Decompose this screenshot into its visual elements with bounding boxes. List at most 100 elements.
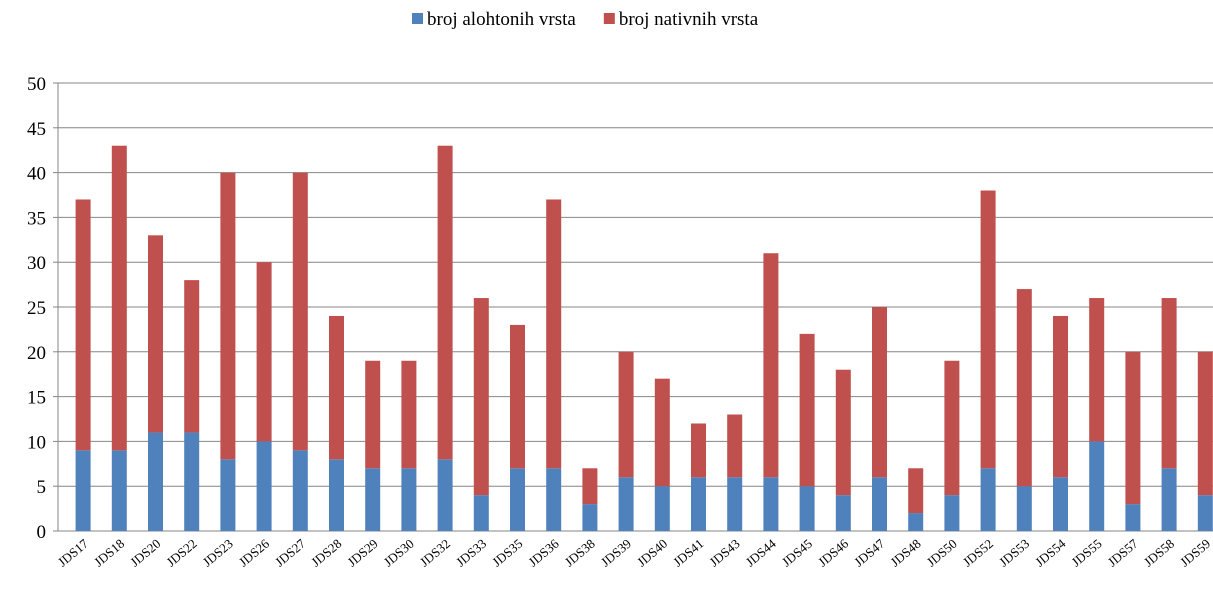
bar-segment	[1016, 289, 1032, 487]
x-tick-label: JDS46	[815, 535, 852, 569]
bar-segment	[835, 495, 851, 531]
y-tick-label: 10	[27, 432, 46, 453]
bar-segment	[872, 477, 887, 531]
bar-segment	[473, 298, 489, 496]
bar-segment	[292, 450, 308, 531]
bar-segment	[908, 468, 924, 514]
legend-label: broj alohtonih vrsta	[427, 9, 576, 30]
x-tick-label: JDS32	[417, 536, 453, 570]
bar-segment	[727, 477, 743, 531]
x-tick-label: JDS30	[381, 536, 417, 570]
bar-segment	[437, 145, 453, 460]
x-tick-label: JDS43	[706, 536, 742, 570]
bar-segment	[944, 495, 960, 531]
x-tick-label: JDS40	[634, 536, 670, 570]
y-tick-label: 20	[27, 343, 46, 364]
bar-segment	[691, 477, 706, 531]
x-tick-label: JDS23	[200, 536, 236, 570]
bar-segment	[546, 199, 562, 469]
bar-segment	[184, 280, 200, 433]
bar-segment	[763, 477, 779, 531]
bar-segment	[1089, 298, 1105, 442]
bar-segment	[437, 459, 453, 531]
bar-segment	[510, 468, 525, 531]
bar-segment	[582, 468, 598, 505]
bar-segment	[473, 495, 489, 531]
bar-segment	[1161, 298, 1177, 469]
x-tick-label: JDS36	[525, 535, 562, 569]
bar-segment	[799, 486, 815, 531]
y-tick-label: 25	[27, 298, 46, 319]
x-tick-label: JDS27	[272, 535, 309, 569]
bar-segment	[618, 477, 634, 531]
y-tick-label: 0	[37, 522, 47, 543]
bar-segment	[582, 504, 598, 531]
bar-segment	[944, 360, 960, 496]
bar-segment	[256, 441, 272, 531]
x-tick-label: JDS50	[924, 536, 960, 570]
bar-segment	[401, 468, 417, 531]
bar-segment	[365, 468, 381, 531]
bar-segment	[1053, 477, 1068, 531]
bar-segment	[329, 459, 344, 531]
x-tick-label: JDS59	[1177, 536, 1213, 570]
bar-segment	[111, 450, 127, 531]
bar-segment	[691, 423, 706, 478]
bar-segment	[148, 235, 163, 433]
x-tick-label: JDS38	[562, 536, 598, 570]
x-tick-label: JDS58	[1141, 536, 1177, 570]
bar-segment	[220, 172, 236, 460]
bar-segment	[799, 333, 815, 487]
x-tick-label: JDS18	[91, 536, 127, 570]
x-tick-label: JDS48	[887, 536, 923, 570]
bar-segment	[546, 468, 562, 531]
bar-segment	[980, 190, 996, 469]
x-tick-label: JDS39	[598, 536, 634, 570]
bar-segment	[654, 486, 670, 531]
bar-segment	[1016, 486, 1032, 531]
bar-segment	[401, 360, 417, 469]
bar-segment	[365, 360, 381, 469]
bar-segment	[1161, 468, 1177, 531]
x-tick-label: JDS28	[308, 536, 344, 570]
y-tick-label: 50	[27, 74, 46, 95]
y-tick-label: 5	[37, 477, 47, 498]
bar-segment	[1197, 495, 1213, 531]
x-tick-label: JDS41	[670, 536, 706, 570]
x-tick-label: JDS45	[779, 536, 815, 570]
y-tick-label: 35	[27, 208, 46, 229]
bar-segment	[908, 513, 924, 531]
y-tick-label: 30	[27, 253, 46, 274]
bar-segment	[220, 459, 236, 531]
bar-segment	[184, 432, 200, 531]
x-tick-label: JDS33	[453, 536, 489, 570]
bar-segment	[1125, 504, 1141, 531]
bar-segment	[654, 378, 670, 487]
legend-swatch	[603, 13, 615, 24]
bar-segment	[111, 145, 127, 451]
y-tick-label: 45	[27, 119, 46, 140]
bar-segment	[618, 351, 634, 478]
bar-segment	[75, 199, 91, 451]
x-tick-label: JDS22	[163, 536, 199, 570]
bar-segment	[1089, 441, 1105, 531]
bar-segment	[148, 432, 163, 531]
x-tick-label: JDS52	[960, 536, 996, 570]
bar-segment	[727, 414, 743, 478]
bar-segment	[1053, 315, 1068, 478]
bar-segment	[510, 324, 525, 469]
bar-segment	[75, 450, 91, 531]
x-tick-label: JDS54	[1032, 535, 1069, 569]
legend-label: broj nativnih vrsta	[619, 9, 759, 30]
y-tick-label: 15	[27, 388, 46, 409]
x-tick-label: JDS17	[55, 535, 92, 569]
x-tick-label: JDS20	[127, 536, 163, 570]
bar-segment	[1197, 351, 1213, 496]
bar-segment	[292, 172, 308, 451]
bar-segment	[763, 253, 779, 478]
x-tick-label: JDS47	[851, 535, 888, 569]
x-tick-label: JDS29	[344, 536, 380, 570]
x-tick-label: JDS44	[743, 535, 780, 569]
legend-swatch	[412, 13, 423, 24]
